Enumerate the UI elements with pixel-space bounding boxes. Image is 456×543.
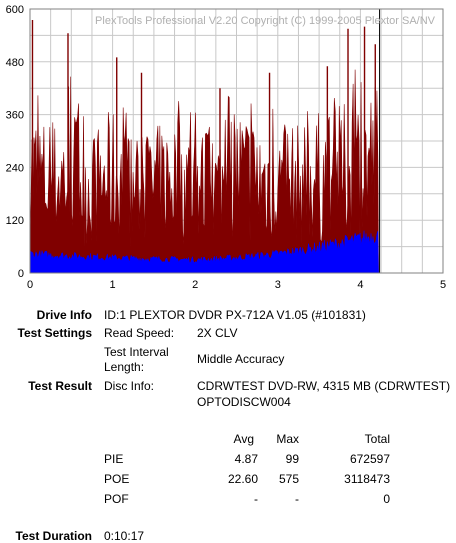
y-tick-labels: 0 120 240 360 480 600 [6,4,24,280]
max-header: Max [276,432,299,446]
plot-frame [29,8,444,274]
pie-row-avg: 4.87 [234,452,258,466]
x-tick-label: 4 [357,279,363,291]
disc-info-label: Disc Info: [104,379,155,393]
test-result-label: Test Result [28,379,92,393]
poe-series [29,20,379,274]
disc-info-value-line1: CDRWTEST DVD-RW, 4315 MB (CDRWTEST) [197,379,451,393]
watermark: PlexTools Professional V2.20 Copyright (… [95,15,436,27]
pie-area [29,230,379,274]
pof-row-total: 0 [383,492,390,506]
pof-row-avg: - [254,492,258,506]
test-interval-label-line1: Test Interval [104,345,169,359]
read-speed-value: 2X CLV [197,326,238,340]
read-speed-label: Read Speed: [104,326,175,340]
y-tick-label: 120 [6,215,24,227]
x-tick-label: 1 [110,279,116,291]
total-header: Total [364,432,390,446]
pie-row-max: 99 [285,452,299,466]
avg-header: Avg [233,432,254,446]
test-duration-value: 0:10:17 [104,529,145,543]
y-tick-label: 600 [6,4,24,16]
y-tick-label: 0 [18,268,24,280]
x-tick-label: 3 [275,279,281,291]
poe-row-max: 575 [278,472,299,486]
drive-info-value: ID:1 PLEXTOR DVDR PX-712A V1.05 (#101831… [104,308,366,322]
poe-row-name: POE [104,472,130,486]
x-tick-labels: 0 1 2 3 4 5 [27,279,446,291]
poe-row-total: 3118473 [344,472,390,486]
test-interval-label-line2: Length: [104,360,145,374]
x-tick-label: 2 [192,279,198,291]
pie-series [29,230,379,274]
drive-info-label: Drive Info [36,308,92,322]
y-tick-label: 480 [6,57,24,69]
pof-row-name: POF [104,492,129,506]
test-duration-label: Test Duration [15,529,92,543]
disc-info-value-line2: OPTODISCW004 [197,395,291,409]
pie-row-total: 672597 [349,452,390,466]
y-tick-label: 240 [6,162,24,174]
test-settings-label: Test Settings [17,326,92,340]
pof-row-max: - [295,492,299,506]
x-tick-label: 0 [27,279,33,291]
pie-row-name: PIE [104,452,124,466]
y-tick-label: 360 [6,110,24,122]
test-interval-value: Middle Accuracy [197,352,285,366]
poe-row-avg: 22.60 [227,472,258,486]
error-chart: PlexTools Professional V2.20 Copyright (… [6,4,446,291]
x-tick-label: 5 [440,279,446,291]
